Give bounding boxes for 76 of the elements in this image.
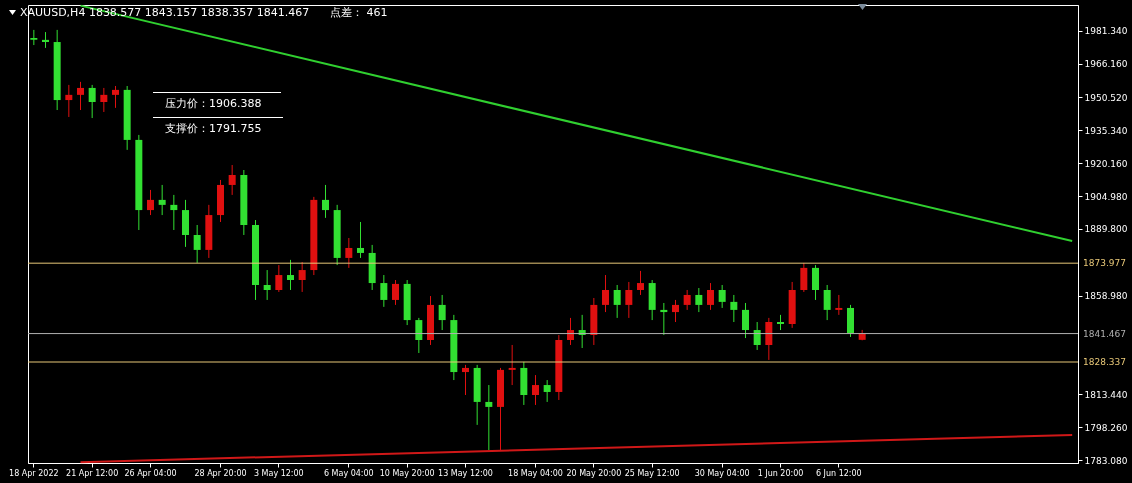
candlestick [170, 194, 178, 231]
ref-line-label: 1841.467 [1083, 328, 1126, 339]
ref-line-label: 1828.337 [1083, 357, 1126, 368]
candlestick [602, 274, 609, 313]
candlestick [77, 81, 84, 111]
annotation: 支撑价：1791.755 [165, 122, 262, 135]
candlestick [147, 189, 154, 216]
x-tick-label: 18 Apr 2022 [9, 468, 59, 478]
x-tick-label: 21 Apr 12:00 [66, 468, 119, 478]
y-tick-label: 1813.440 [1084, 389, 1128, 400]
y-tick-label: 1935.340 [1084, 125, 1128, 136]
y-tick-label: 1904.980 [1084, 191, 1128, 202]
x-tick-label: 28 Apr 20:00 [194, 468, 247, 478]
candlestick [158, 184, 166, 216]
candlestick [298, 261, 306, 293]
y-tick-label: 1981.340 [1084, 26, 1128, 37]
x-tick-label: 20 May 20:00 [566, 468, 622, 478]
candlestick [812, 264, 819, 301]
candlestick [532, 374, 539, 406]
candlestick [345, 237, 353, 269]
candlestick [112, 85, 119, 109]
candlestick [392, 279, 399, 306]
candlestick [88, 84, 96, 119]
candlestick [415, 317, 423, 354]
candlestick [543, 379, 551, 403]
candlestick [100, 87, 108, 113]
candlestick [660, 302, 668, 336]
x-tick-label: 10 May 20:00 [379, 468, 435, 478]
x-tick-label: 25 May 12:00 [624, 468, 680, 478]
annotation: 压力价：1906.388 [165, 97, 262, 110]
x-tick-label: 18 May 04:00 [508, 468, 563, 478]
candlestick [707, 282, 714, 311]
candlestick [718, 284, 726, 309]
candlestick [613, 284, 621, 319]
candlestick [672, 299, 679, 323]
candlestick [625, 281, 633, 319]
candlestick [508, 344, 516, 386]
candlestick [683, 289, 691, 311]
y-tick-label: 1950.520 [1084, 92, 1128, 103]
candlestick [275, 264, 283, 293]
candlestick [263, 269, 271, 301]
x-tick-label: 6 May 04:00 [323, 468, 374, 478]
x-tick-label: 26 Apr 04:00 [124, 468, 177, 478]
x-tick-label: 30 May 04:00 [694, 468, 750, 478]
y-tick-label: 1966.160 [1084, 59, 1128, 70]
y-tick-label: 1889.800 [1084, 224, 1128, 235]
candlestick [287, 259, 294, 291]
ref-line-label: 1873.977 [1083, 258, 1126, 269]
candlestick [823, 284, 831, 321]
candlestick [753, 321, 761, 351]
annotation: 点差： 461 [330, 6, 388, 19]
candlestick [380, 274, 388, 308]
y-tick-label: 1920.160 [1084, 158, 1128, 169]
x-tick-label: 6 Jun 12:00 [815, 468, 862, 478]
x-tick-label: 3 May 12:00 [253, 468, 304, 478]
candlestick [438, 294, 446, 331]
y-tick-label: 1783.080 [1084, 455, 1128, 466]
candlestick [485, 384, 493, 451]
y-tick-label: 1858.980 [1084, 291, 1128, 302]
candlestick [695, 287, 703, 313]
x-tick-label: 1 Jun 20:00 [757, 468, 804, 478]
candlestick [567, 317, 574, 346]
candlestick [765, 317, 773, 361]
x-tick-label: 13 May 12:00 [438, 468, 493, 478]
candlestick [65, 84, 73, 118]
candlestick [835, 294, 843, 316]
candlestick [193, 224, 201, 264]
candlestick [357, 221, 364, 259]
candlestick [742, 302, 749, 339]
candlestick [462, 364, 469, 396]
candlestick [637, 270, 644, 296]
candlestick [228, 164, 236, 196]
candlestick [322, 184, 329, 219]
candlestick [730, 294, 738, 323]
y-tick-label: 1798.260 [1084, 422, 1128, 433]
candlestick [800, 262, 808, 293]
